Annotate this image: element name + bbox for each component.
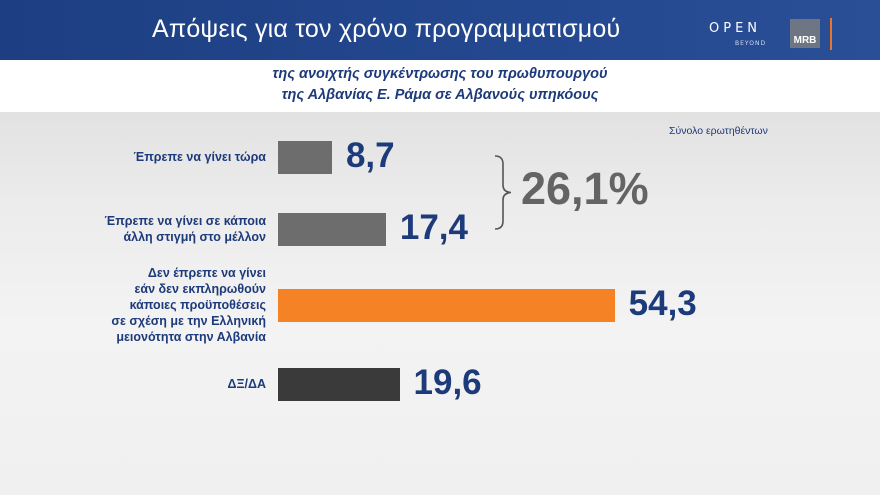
open-logo-tagline: BEYOND — [735, 40, 767, 47]
category-label: ΔΞ/ΔΑ — [227, 377, 266, 391]
value-label: 19,6 — [413, 363, 482, 402]
chart-subtitle-line-1: της ανοιχτής συγκέντρωσης του πρωθυπουργ… — [272, 66, 608, 82]
header-bar: Απόψεις για τον χρόνο προγραμματισμού OP… — [0, 0, 880, 60]
category-label: Έπρεπε να γίνει τώρα — [133, 150, 266, 164]
value-label: 8,7 — [345, 136, 395, 175]
bar — [278, 367, 400, 401]
group-total-label: 26,1% — [521, 163, 649, 214]
open-logo: OPEN — [709, 21, 762, 36]
chart-subtitle-line-2: της Αλβανίας Ε. Ράμα σε Αλβανούς υπηκόου… — [281, 87, 599, 103]
logo-divider — [830, 18, 832, 50]
bar — [278, 212, 386, 246]
mrb-logo: MRB — [790, 19, 820, 48]
base-note: Σύνολο ερωτηθέντων — [669, 125, 768, 137]
value-label: 54,3 — [628, 284, 697, 323]
bar — [278, 288, 615, 322]
subtitle-band — [0, 60, 880, 112]
category-label: Έπρεπε να γίνει σε κάποια άλλη στιγμή στ… — [104, 214, 266, 244]
page-title: Απόψεις για τον χρόνο προγραμματισμού — [152, 15, 621, 43]
bar — [278, 140, 332, 174]
group-bracket — [494, 155, 512, 230]
value-label: 17,4 — [399, 208, 468, 247]
category-label: Δεν έπρεπε να γίνει εάν δεν εκπληρωθούν … — [111, 266, 266, 344]
